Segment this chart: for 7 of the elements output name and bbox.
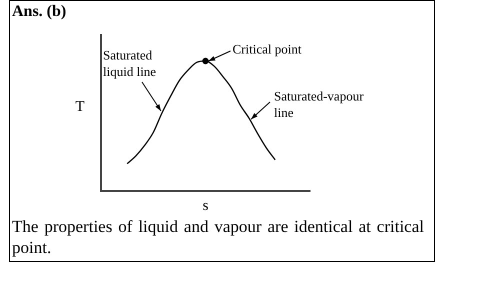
annotation: Saturated liquid line [103, 47, 156, 79]
x-axis-title: s [202, 198, 209, 214]
annotation: Saturated-vapour line [274, 88, 364, 120]
text: Critical point [232, 41, 302, 56]
text: The properties of liquid and vapour are identical at critical point. [12, 217, 424, 257]
y-axis-title: T [75, 98, 85, 115]
chart-title: Ans. (b) [12, 3, 66, 21]
